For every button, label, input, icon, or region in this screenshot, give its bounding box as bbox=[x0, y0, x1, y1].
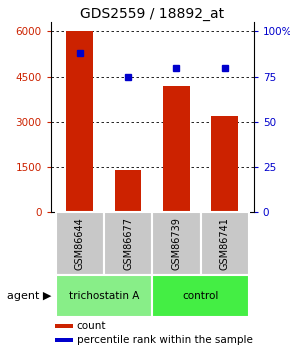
Bar bbox=[56, 275, 152, 317]
Text: GSM86644: GSM86644 bbox=[75, 217, 85, 270]
Text: GSM86739: GSM86739 bbox=[171, 217, 182, 270]
Bar bbox=[55, 338, 73, 342]
Title: GDS2559 / 18892_at: GDS2559 / 18892_at bbox=[80, 7, 224, 21]
Bar bbox=[56, 212, 104, 275]
Bar bbox=[163, 86, 190, 212]
Bar bbox=[201, 212, 249, 275]
Bar bbox=[55, 324, 73, 328]
Text: count: count bbox=[77, 321, 106, 331]
Text: agent ▶: agent ▶ bbox=[7, 292, 52, 301]
Bar bbox=[104, 212, 152, 275]
Text: control: control bbox=[182, 292, 219, 301]
Bar bbox=[66, 31, 93, 212]
Bar bbox=[211, 116, 238, 212]
Text: trichostatin A: trichostatin A bbox=[69, 292, 139, 301]
Text: percentile rank within the sample: percentile rank within the sample bbox=[77, 335, 253, 345]
Text: GSM86677: GSM86677 bbox=[123, 217, 133, 270]
Text: GSM86741: GSM86741 bbox=[220, 217, 230, 270]
Bar bbox=[152, 212, 201, 275]
Bar bbox=[115, 170, 142, 212]
Bar bbox=[152, 275, 249, 317]
